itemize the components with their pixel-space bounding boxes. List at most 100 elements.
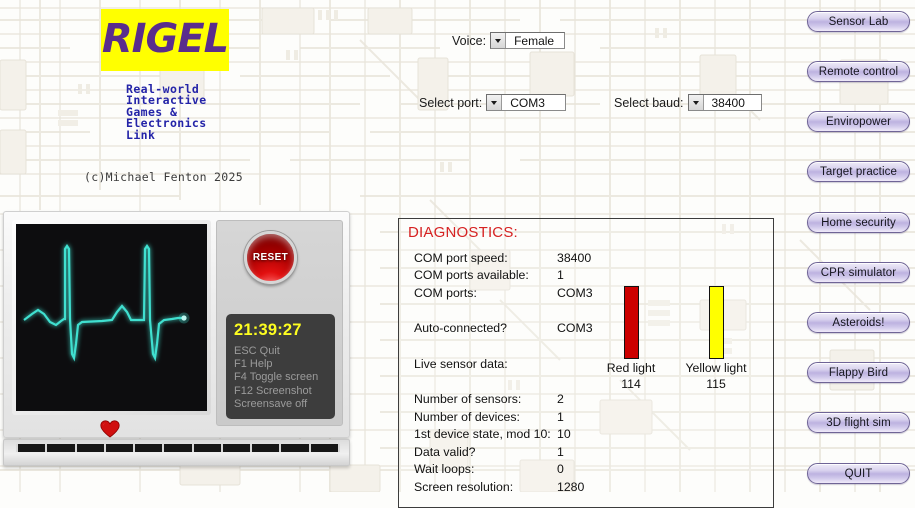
rigel-logo-text: RIGEL <box>101 16 229 62</box>
menu-button-label: Enviropower <box>825 115 892 128</box>
diagnostics-key: Data valid? <box>414 444 476 459</box>
diagnostics-row: COM port speed: 38400 <box>414 249 614 267</box>
baud-select-value: 38400 <box>711 95 745 110</box>
diagnostics-row: Data valid? 1 <box>414 443 614 461</box>
diagnostics-key: Number of sensors: <box>414 392 522 407</box>
yellow-light-label: Yellow light <box>685 361 747 375</box>
yellow-light-indicator: Yellow light 115 <box>677 286 755 391</box>
help-line: F1 Help <box>234 358 273 371</box>
clock-display: 21:39:27 <box>234 321 302 339</box>
diagnostics-row: 1st device state, mod 10: 10 <box>414 426 614 444</box>
menu-button-asteroids[interactable]: Asteroids! <box>807 312 910 333</box>
diagnostics-spacer <box>414 337 614 355</box>
baud-select[interactable]: 38400 <box>687 94 762 111</box>
diagnostics-key: 1st device state, mod 10: <box>414 427 551 442</box>
menu-button-cpr-simulator[interactable]: CPR simulator <box>807 262 910 283</box>
voice-label: Voice: <box>452 33 487 48</box>
chevron-down-icon[interactable] <box>688 95 704 110</box>
heart-icon <box>100 420 120 438</box>
help-line: Screensave off <box>234 397 308 410</box>
brand-tagline: Real-world Interactive Games & Electroni… <box>126 82 207 142</box>
diagnostics-row: Number of devices: 1 <box>414 408 614 426</box>
voice-select[interactable]: Female <box>490 32 566 49</box>
reset-button-label: RESET <box>252 252 289 263</box>
vent-slot-divider <box>74 444 77 452</box>
keyboard-help-list: ESC Quit F1 Help F4 Toggle screen F12 Scree… <box>234 345 335 411</box>
menu-button-quit[interactable]: QUIT <box>807 463 910 484</box>
diagnostics-value: 1 <box>557 444 564 459</box>
vent-slot-divider <box>279 444 282 452</box>
reset-button[interactable]: RESET <box>244 231 297 284</box>
copyright-notice: (c)Michael Fenton 2025 <box>84 170 243 184</box>
vent-slot-divider <box>191 444 194 452</box>
menu-button-sensor-lab[interactable]: Sensor Lab <box>807 11 910 32</box>
menu-button-3d-flight-sim[interactable]: 3D flight sim <box>807 412 910 433</box>
ecg-monitor-device: RESET 21:39:27 ESC Quit F1 Help F4 Toggle … <box>3 211 350 438</box>
port-selector-row: Select port: COM3 <box>419 94 567 111</box>
diagnostics-row: Auto-connected? COM3 <box>414 320 614 338</box>
diagnostics-row: COM ports: COM3 <box>414 284 614 302</box>
diagnostics-value: 1 <box>557 409 564 424</box>
vent-slot-divider <box>45 444 48 452</box>
rigel-logo: RIGEL <box>101 9 229 71</box>
diagnostics-spacer <box>414 302 614 320</box>
voice-select-value: Female <box>514 33 555 48</box>
help-line: F12 Screenshot <box>234 384 312 397</box>
vent-slot-divider <box>133 444 136 452</box>
vent-slot-divider <box>16 444 18 452</box>
diagnostics-value: COM3 <box>557 285 593 300</box>
menu-button-home-security[interactable]: Home security <box>807 212 910 233</box>
menu-button-label: QUIT <box>844 467 873 480</box>
voice-selector-row: Voice: Female <box>452 32 566 49</box>
diagnostics-key: Wait loops: <box>414 462 475 477</box>
red-light-bar <box>623 286 639 359</box>
menu-button-label: CPR simulator <box>820 266 897 279</box>
diagnostics-value: 38400 <box>557 250 592 265</box>
diagnostics-value: 10 <box>557 427 571 442</box>
chevron-down-icon[interactable] <box>491 33 507 48</box>
red-light-label: Red light <box>606 361 656 375</box>
menu-button-flappy-bird[interactable]: Flappy Bird <box>807 362 910 383</box>
monitor-bezel <box>12 220 211 415</box>
vent-slot-divider <box>308 444 311 452</box>
menu-button-label: Asteroids! <box>832 316 885 329</box>
diagnostics-row: Wait loops: 0 <box>414 461 614 479</box>
red-light-value: 114 <box>621 377 641 391</box>
port-label: Select port: <box>419 95 483 110</box>
menu-button-label: Sensor Lab <box>828 15 889 28</box>
menu-button-label: Remote control <box>818 65 899 78</box>
diagnostics-value: 2 <box>557 392 564 407</box>
diagnostics-key: Live sensor data: <box>414 356 508 371</box>
menu-button-target-practice[interactable]: Target practice <box>807 161 910 182</box>
menu-button-label: Flappy Bird <box>828 366 889 379</box>
diagnostics-rows: COM port speed: 38400 COM ports available:… <box>414 249 614 496</box>
status-lcd: 21:39:27 ESC Quit F1 Help F4 Toggle screen… <box>226 314 335 419</box>
diagnostics-key: COM port speed: <box>414 250 508 265</box>
diagnostics-row: Number of sensors: 2 <box>414 391 614 409</box>
vent-slots <box>16 444 340 452</box>
vent-slot-divider <box>250 444 253 452</box>
diagnostics-row: Live sensor data: <box>414 355 614 373</box>
diagnostics-value: 1 <box>557 268 564 283</box>
monitor-control-panel: RESET 21:39:27 ESC Quit F1 Help F4 Toggle … <box>216 220 343 426</box>
menu-button-label: 3D flight sim <box>826 416 891 429</box>
port-select[interactable]: COM3 <box>486 94 567 111</box>
diagnostics-row: Screen resolution: 1280 <box>414 478 614 496</box>
chevron-down-icon[interactable] <box>487 95 503 110</box>
menu-button-label: Target practice <box>820 165 897 178</box>
diagnostics-value: COM3 <box>557 321 593 336</box>
diagnostics-key: COM ports available: <box>414 268 529 283</box>
red-light-indicator: Red light 114 <box>598 286 664 391</box>
ecg-waveform <box>23 244 190 362</box>
help-line: F4 Toggle screen <box>234 371 319 384</box>
diagnostics-key: COM ports: <box>414 285 477 300</box>
diagnostics-key: Number of devices: <box>414 409 520 424</box>
baud-selector-row: Select baud: 38400 <box>614 94 762 111</box>
vent-slot-divider <box>103 444 106 452</box>
menu-button-enviropower[interactable]: Enviropower <box>807 111 910 132</box>
monitor-vent-strip <box>3 439 350 466</box>
baud-label: Select baud: <box>614 95 684 110</box>
menu-button-remote-control[interactable]: Remote control <box>807 61 910 82</box>
vent-slot-divider <box>220 444 223 452</box>
diagnostics-value: 0 <box>557 462 564 477</box>
